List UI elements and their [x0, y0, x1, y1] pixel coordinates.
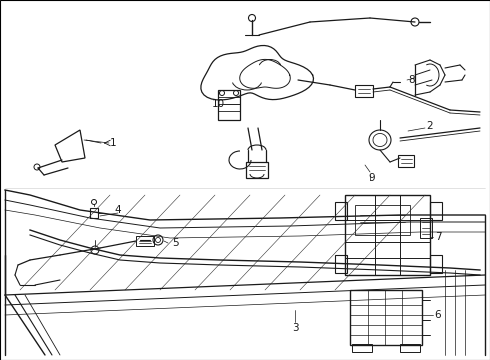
- Bar: [136, 236, 154, 246]
- Bar: [400, 344, 420, 352]
- Text: 4: 4: [115, 205, 122, 215]
- Bar: [345, 195, 430, 275]
- Bar: [430, 202, 442, 220]
- Bar: [352, 344, 372, 352]
- Text: 2: 2: [427, 121, 433, 131]
- Bar: [355, 205, 410, 235]
- Bar: [246, 162, 268, 178]
- Bar: [430, 255, 442, 273]
- Bar: [218, 90, 240, 120]
- Text: 1: 1: [110, 138, 116, 148]
- Text: 9: 9: [368, 173, 375, 183]
- Text: 6: 6: [435, 310, 441, 320]
- Text: 10: 10: [212, 99, 224, 109]
- Bar: [335, 202, 347, 220]
- Text: 7: 7: [435, 232, 441, 242]
- Text: 3: 3: [292, 323, 298, 333]
- Bar: [335, 255, 347, 273]
- Bar: [90, 208, 98, 218]
- Bar: [398, 155, 414, 167]
- Text: 5: 5: [172, 238, 178, 248]
- Bar: [420, 218, 432, 238]
- Bar: [355, 85, 373, 97]
- Bar: [350, 290, 422, 345]
- Text: 8: 8: [409, 75, 416, 85]
